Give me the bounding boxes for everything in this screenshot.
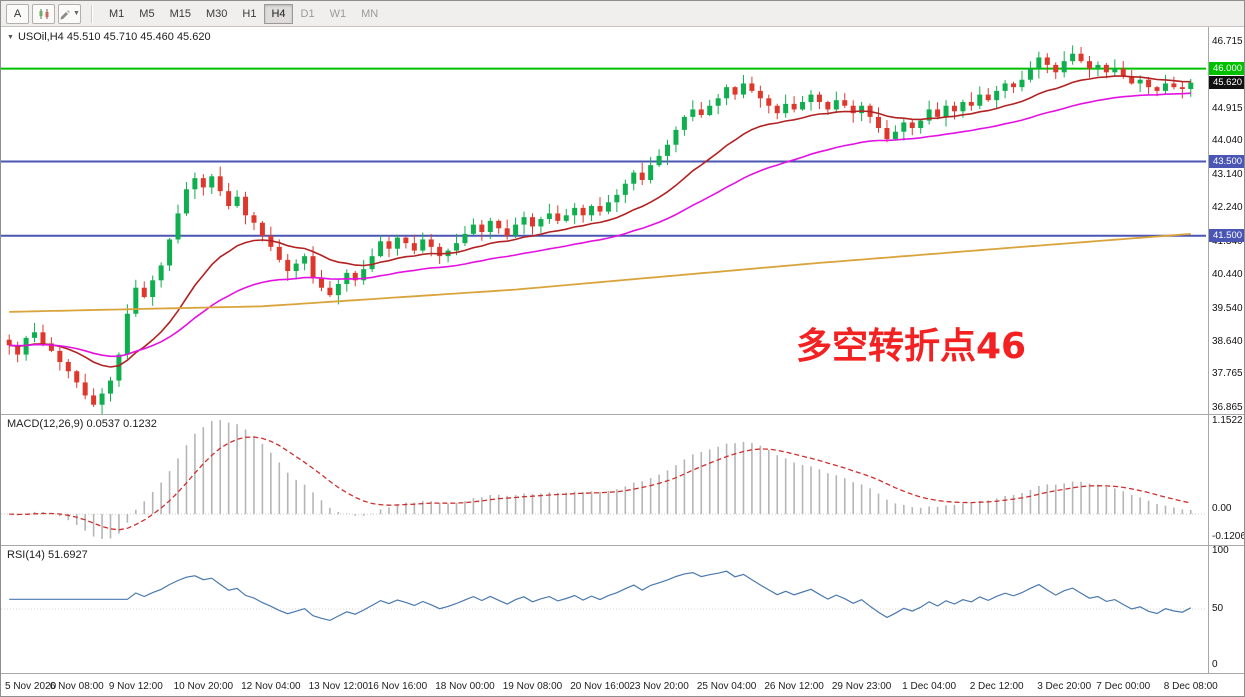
candlestick-icon: [39, 8, 48, 19]
axis-tick-label: 43.140: [1212, 168, 1243, 180]
price-axis: 46.71544.91544.04043.14042.24041.34040.4…: [1208, 27, 1244, 414]
time-tick-label: 16 Nov 16:00: [367, 681, 428, 692]
axis-tick-label: 42.240: [1212, 202, 1243, 214]
axis-tick-label: 37.765: [1212, 368, 1243, 380]
axis-tick-label: 50: [1212, 603, 1224, 614]
axis-tick-label: 100: [1212, 546, 1229, 556]
axis-tick-label: 0.00: [1212, 503, 1232, 515]
time-tick-label: 19 Nov 08:00: [502, 681, 563, 692]
timeframe-button-h4[interactable]: H4: [264, 3, 293, 24]
rsi-label: RSI(14) 51.6927: [7, 549, 88, 561]
axis-tick-label: 36.865: [1212, 401, 1243, 413]
collapse-icon[interactable]: ▼: [7, 33, 14, 41]
time-tick-label: 20 Nov 16:00: [570, 681, 630, 692]
time-axis: 5 Nov 2020 6 Nov 08:00 9 Nov 12:00 10 Nov 2…: [1, 674, 1244, 696]
time-tick-label: 6 Nov 08:00: [49, 681, 104, 692]
rsi-pane[interactable]: RSI(14) 51.6927 100 50 0: [1, 546, 1244, 674]
macd-signal-line: [9, 436, 1191, 531]
toolbar: A ▼ M1 M5 M15 M30 H1 H4 D1 W1 MN: [1, 1, 1244, 27]
price-level-tag: 46.000: [1209, 62, 1244, 76]
macd-histogram: [16, 420, 1192, 539]
macd-axis: 1.1522 0.00 -0.1206: [1208, 415, 1245, 545]
draw-tools-button[interactable]: ▼: [58, 3, 81, 24]
time-tick-label: 23 Nov 20:00: [629, 681, 689, 692]
axis-tick-label: 44.040: [1212, 135, 1243, 147]
axis-tick-label: 44.915: [1212, 102, 1243, 114]
chart-annotation-text: 多空转折点46: [796, 326, 1027, 367]
axis-tick-label: 40.440: [1212, 269, 1243, 281]
ma-red-line: [9, 75, 1191, 368]
timeframe-button-m15[interactable]: M15: [163, 4, 198, 24]
axis-tick-label: -0.1206: [1212, 531, 1245, 542]
price-level-tag: 41.500: [1209, 229, 1244, 243]
axis-tick-label: 39.540: [1212, 302, 1243, 314]
rsi-axis: 100 50 0: [1208, 546, 1244, 673]
chevron-down-icon: ▼: [73, 10, 80, 17]
time-tick-label: 7 Dec 00:00: [1096, 681, 1151, 692]
toolbar-separator: [91, 4, 92, 23]
time-tick-label: 26 Nov 12:00: [764, 681, 824, 692]
timeframe-button-mn[interactable]: MN: [354, 4, 385, 24]
timeframe-button-m1[interactable]: M1: [102, 4, 131, 24]
current-price-tag: 45.620: [1209, 76, 1244, 90]
ma-orange-line: [9, 233, 1191, 313]
timeframe-button-h1[interactable]: H1: [235, 4, 263, 24]
time-tick-label: 5 Nov 2020: [5, 681, 57, 692]
time-tick-label: 29 Nov 23:00: [831, 681, 892, 692]
time-tick-label: 13 Nov 12:00: [308, 681, 369, 692]
axis-tick-label: 0: [1212, 659, 1218, 670]
axis-tick-label: 46.715: [1212, 36, 1243, 48]
time-tick-label: 10 Nov 20:00: [173, 681, 234, 692]
time-tick-label: 2 Dec 12:00: [969, 681, 1024, 692]
rsi-plot[interactable]: [1, 546, 1206, 672]
timeframe-button-m30[interactable]: M30: [199, 4, 234, 24]
time-tick-label: 12 Nov 04:00: [241, 681, 301, 692]
time-tick-label: 25 Nov 04:00: [696, 681, 757, 692]
macd-label: MACD(12,26,9) 0.0537 0.1232: [7, 418, 157, 430]
main-chart-pane[interactable]: ▼ USOil,H4 45.510 45.710 45.460 45.620 多…: [1, 27, 1244, 415]
price-level-tag: 43.500: [1209, 154, 1244, 168]
candlestick-chart[interactable]: [1, 27, 1206, 414]
macd-plot[interactable]: [1, 415, 1206, 544]
symbol-ohlc-text: USOil,H4 45.510 45.710 45.460 45.620: [17, 31, 211, 43]
time-tick-label: 9 Nov 12:00: [108, 681, 163, 692]
macd-pane[interactable]: MACD(12,26,9) 0.0537 0.1232 1.1522 0.00 -0…: [1, 415, 1245, 546]
timeframe-group: M1 M5 M15 M30 H1 H4 D1 W1 MN: [102, 3, 385, 24]
rsi-line: [9, 570, 1192, 622]
timeframe-button-w1[interactable]: W1: [323, 4, 354, 24]
time-tick-label: 1 Dec 04:00: [902, 681, 957, 692]
time-tick-label: 8 Dec 08:00: [1163, 681, 1218, 692]
pencil-icon: [60, 9, 71, 19]
horizontal-lines: [1, 67, 1206, 237]
annotation-tool-button[interactable]: A: [6, 3, 29, 24]
time-tick-label: 18 Nov 00:00: [435, 681, 495, 692]
axis-tick-label: 1.1522: [1212, 415, 1243, 426]
timeframe-button-m5[interactable]: M5: [132, 4, 161, 24]
chart-type-button[interactable]: [32, 3, 55, 24]
symbol-ohlc-label: ▼ USOil,H4 45.510 45.710 45.460 45.620: [7, 31, 211, 43]
ma-magenta-line: [9, 92, 1191, 358]
time-tick-label: 3 Dec 20:00: [1037, 681, 1092, 692]
timeframe-button-d1[interactable]: D1: [294, 4, 322, 24]
axis-tick-label: 38.640: [1212, 335, 1243, 347]
